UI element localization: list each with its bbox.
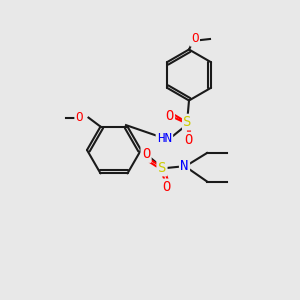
Text: S: S bbox=[183, 115, 192, 129]
Text: O: O bbox=[191, 32, 199, 46]
Text: S: S bbox=[158, 161, 166, 175]
Text: N: N bbox=[180, 160, 189, 173]
Text: O: O bbox=[165, 109, 174, 123]
Text: HN: HN bbox=[157, 132, 172, 145]
Text: O: O bbox=[142, 148, 150, 161]
Text: O: O bbox=[76, 111, 83, 124]
Text: O: O bbox=[184, 133, 193, 147]
Text: O: O bbox=[162, 180, 171, 194]
